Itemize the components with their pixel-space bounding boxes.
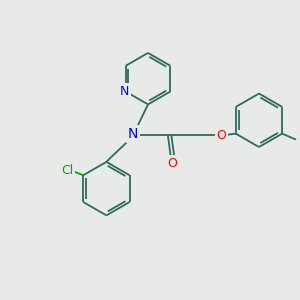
Text: N: N bbox=[128, 127, 138, 141]
Text: O: O bbox=[216, 129, 226, 142]
Text: N: N bbox=[120, 85, 129, 98]
Text: O: O bbox=[167, 158, 177, 170]
Text: Cl: Cl bbox=[61, 164, 74, 177]
